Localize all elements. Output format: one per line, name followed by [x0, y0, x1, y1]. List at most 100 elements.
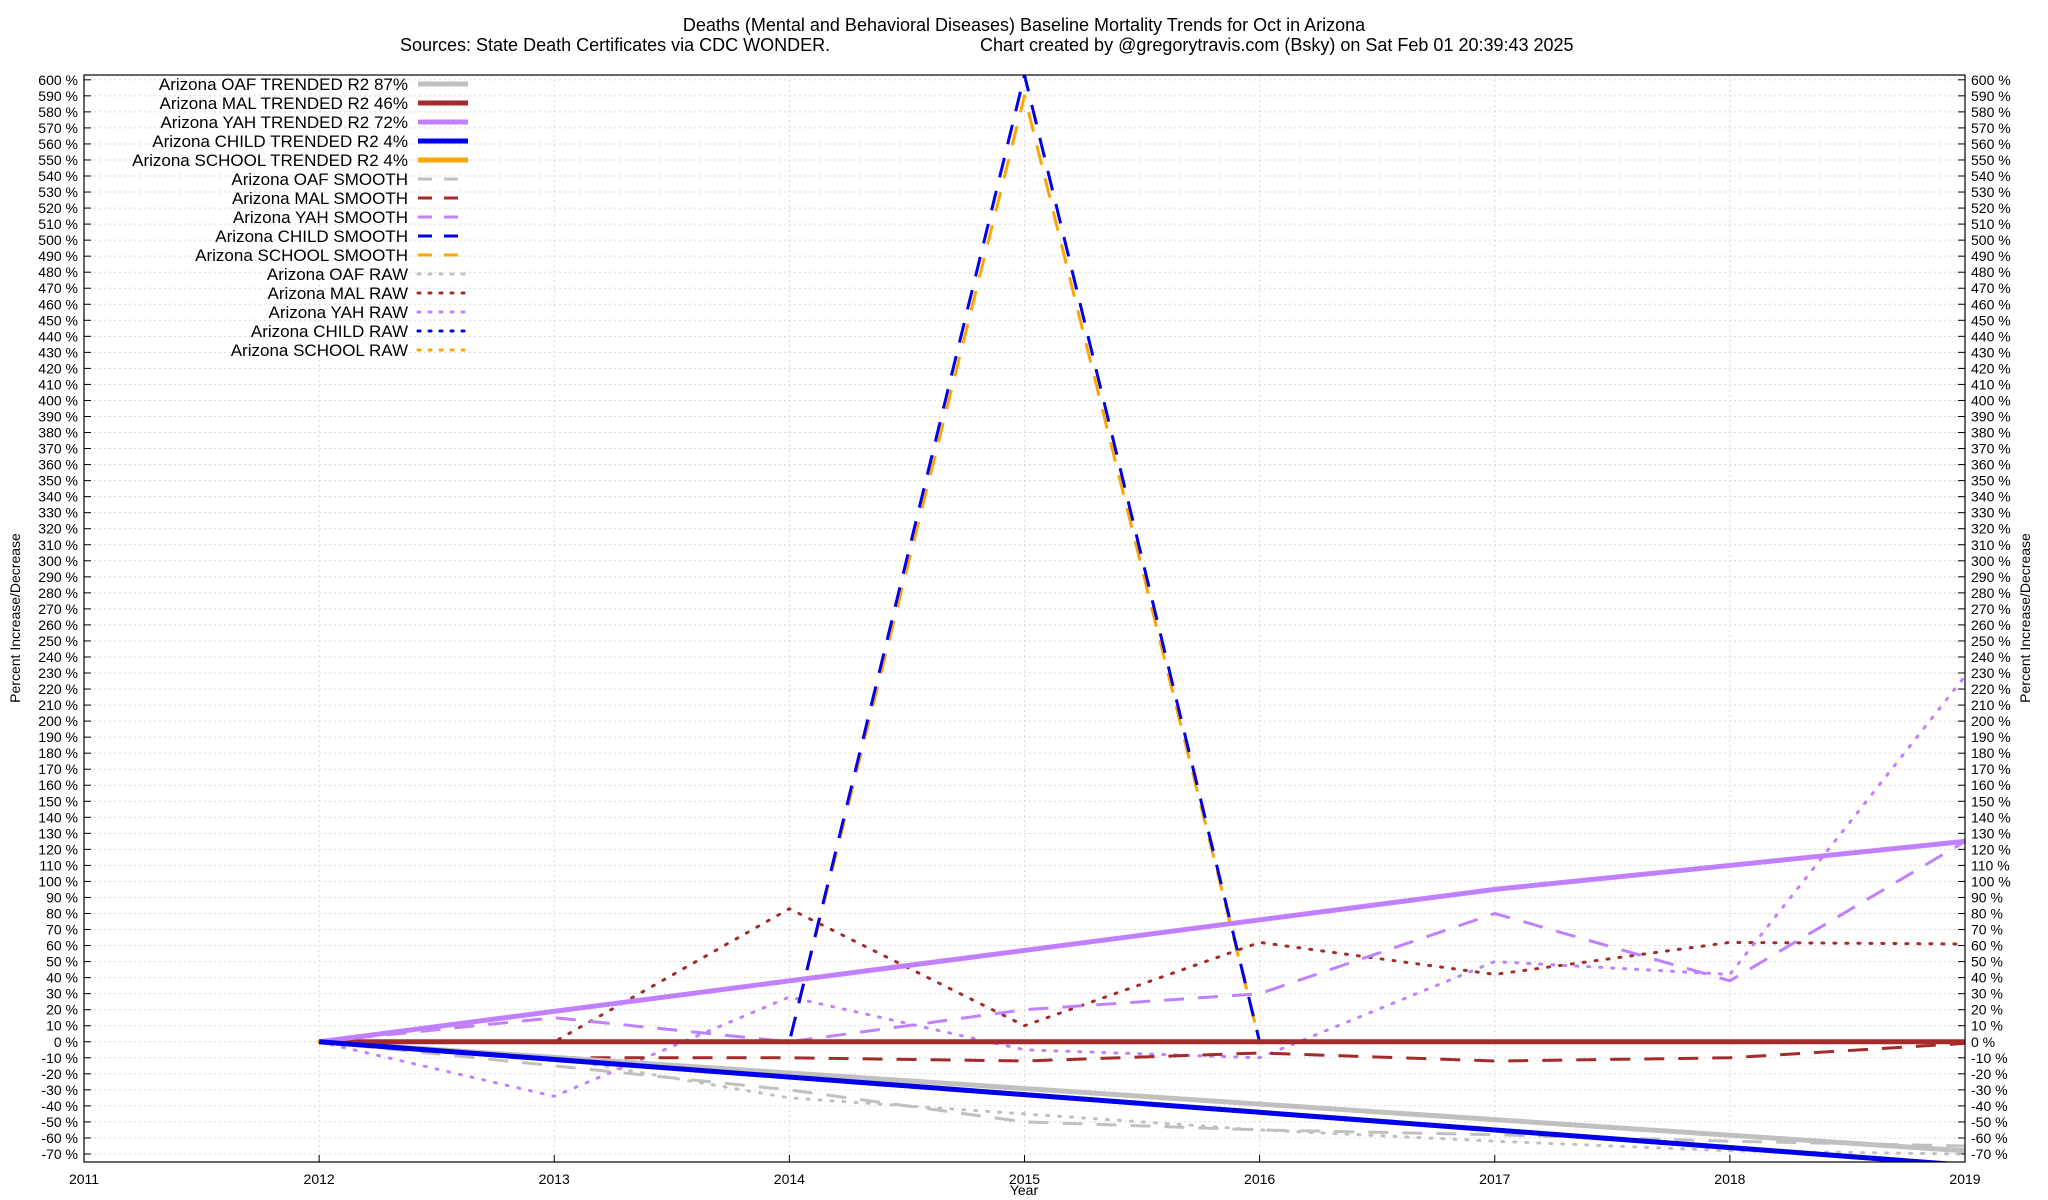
y-tick-label-left: 450 % — [38, 312, 78, 328]
y-tick-label-right: 480 % — [1971, 264, 2011, 280]
y-tick-label-right: 530 % — [1971, 184, 2011, 200]
x-tick-label: 2014 — [774, 1171, 805, 1187]
y-tick-label-right: -10 % — [1971, 1050, 2008, 1066]
y-tick-label-right: 490 % — [1971, 248, 2011, 264]
y-tick-label-right: 80 % — [1971, 905, 2003, 921]
y-tick-label-right: 470 % — [1971, 280, 2011, 296]
y-tick-label-right: 30 % — [1971, 986, 2003, 1002]
y-tick-label-right: 50 % — [1971, 954, 2003, 970]
y-tick-label-right: -70 % — [1971, 1146, 2008, 1162]
y-tick-label-left: 40 % — [46, 970, 78, 986]
y-tick-label-left: 260 % — [38, 617, 78, 633]
y-tick-label-left: 410 % — [38, 376, 78, 392]
y-axis-left-ticks: -70 %-60 %-50 %-40 %-30 %-20 %-10 %0 %10… — [38, 72, 91, 1162]
y-tick-label-left: 200 % — [38, 713, 78, 729]
y-tick-label-left: -70 % — [41, 1146, 78, 1162]
y-tick-label-left: 20 % — [46, 1002, 78, 1018]
y-tick-label-left: 330 % — [38, 505, 78, 521]
series-line-7 — [318, 840, 1965, 1044]
y-tick-label-right: 270 % — [1971, 601, 2011, 617]
y-tick-label-left: 290 % — [38, 569, 78, 585]
y-tick-label-right: -20 % — [1971, 1066, 2008, 1082]
legend-label-8: Arizona CHILD SMOOTH — [215, 227, 408, 246]
y-tick-label-right: 160 % — [1971, 777, 2011, 793]
y-tick-label-left: -40 % — [41, 1098, 78, 1114]
y-tick-label-left: 30 % — [46, 986, 78, 1002]
series-line-11 — [317, 907, 1965, 1044]
y-tick-label-left: 440 % — [38, 328, 78, 344]
y-tick-label-right: 310 % — [1971, 537, 2011, 553]
y-tick-label-left: 600 % — [38, 72, 78, 88]
legend-label-7: Arizona YAH SMOOTH — [233, 208, 408, 227]
y-tick-label-right: 540 % — [1971, 168, 2011, 184]
y-tick-label-right: 220 % — [1971, 681, 2011, 697]
y-tick-label-right: 600 % — [1971, 72, 2011, 88]
y-tick-label-right: -50 % — [1971, 1114, 2008, 1130]
y-tick-label-right: -30 % — [1971, 1082, 2008, 1098]
legend-label-2: Arizona YAH TRENDED R2 72% — [160, 113, 408, 132]
y-tick-label-right: 330 % — [1971, 505, 2011, 521]
y-tick-label-right: 110 % — [1971, 857, 2010, 873]
y-tick-label-left: 160 % — [38, 777, 78, 793]
y-tick-label-left: 100 % — [38, 873, 78, 889]
y-tick-label-left: 370 % — [38, 441, 78, 457]
y-tick-label-left: -30 % — [41, 1082, 78, 1098]
y-tick-label-right: 90 % — [1971, 889, 2003, 905]
y-tick-label-left: 150 % — [38, 793, 78, 809]
y-tick-label-left: 360 % — [38, 457, 78, 473]
chart-subtitle-source: Sources: State Death Certificates via CD… — [400, 35, 830, 55]
y-tick-label-right: 210 % — [1971, 697, 2011, 713]
y-tick-label-left: 80 % — [46, 905, 78, 921]
legend-label-10: Arizona OAF RAW — [267, 265, 408, 284]
y-tick-label-right: 40 % — [1971, 970, 2003, 986]
y-tick-label-right: 510 % — [1971, 216, 2011, 232]
y-tick-label-right: 230 % — [1971, 665, 2011, 681]
plot-frame — [83, 74, 1966, 1163]
y-tick-label-left: 400 % — [38, 392, 78, 408]
y-tick-label-right: 320 % — [1971, 521, 2011, 537]
y-tick-label-left: 340 % — [38, 489, 78, 505]
y-tick-label-left: 520 % — [38, 200, 78, 216]
y-tick-label-right: 400 % — [1971, 392, 2011, 408]
x-tick-label: 2016 — [1244, 1171, 1275, 1187]
y-tick-label-right: 10 % — [1971, 1018, 2003, 1034]
y-tick-label-right: 180 % — [1971, 745, 2011, 761]
y-tick-label-left: 420 % — [38, 360, 78, 376]
x-tick-label: 2018 — [1714, 1171, 1745, 1187]
y-tick-label-right: 520 % — [1971, 200, 2011, 216]
y-tick-label-left: 190 % — [38, 729, 78, 745]
legend-label-5: Arizona OAF SMOOTH — [231, 170, 408, 189]
y-tick-label-left: 120 % — [38, 841, 78, 857]
y-tick-label-left: 240 % — [38, 649, 78, 665]
y-tick-label-right: 290 % — [1971, 569, 2011, 585]
y-tick-label-left: 280 % — [38, 585, 78, 601]
y-axis-right-ticks: -70 %-60 %-50 %-40 %-30 %-20 %-10 %0 %10… — [1958, 72, 2011, 1162]
legend-label-6: Arizona MAL SMOOTH — [232, 189, 408, 208]
y-tick-label-left: 270 % — [38, 601, 78, 617]
chart-subtitle-credit: Chart created by @gregorytravis.com (Bsk… — [980, 35, 1574, 55]
y-tick-label-right: 20 % — [1971, 1002, 2003, 1018]
chart-title: Deaths (Mental and Behavioral Diseases) … — [683, 15, 1366, 35]
x-axis-ticks: 2011 2012 2013 2014 2015 2016 2017 2018 2019 — [69, 1155, 1981, 1187]
y-tick-label-right: 70 % — [1971, 922, 2003, 938]
y-tick-label-left: -50 % — [41, 1114, 78, 1130]
y-tick-label-left: 220 % — [38, 681, 78, 697]
y-tick-label-right: 60 % — [1971, 938, 2003, 954]
y-tick-label-left: 460 % — [38, 296, 78, 312]
y-tick-label-right: 370 % — [1971, 441, 2011, 457]
y-tick-label-left: 570 % — [38, 120, 78, 136]
legend-label-11: Arizona MAL RAW — [268, 284, 408, 303]
series-lines — [317, 75, 1965, 1162]
y-tick-label-left: 530 % — [38, 184, 78, 200]
y-tick-label-right: 390 % — [1971, 408, 2011, 424]
y-tick-label-right: 120 % — [1971, 841, 2011, 857]
y-tick-label-left: 430 % — [38, 344, 78, 360]
y-tick-label-left: 180 % — [38, 745, 78, 761]
y-axis-label-left: Percent Increase/Decrease — [7, 533, 23, 703]
y-tick-label-left: 550 % — [38, 152, 78, 168]
y-tick-label-left: 0 % — [54, 1034, 78, 1050]
y-axis-label-right: Percent Increase/Decrease — [2017, 533, 2033, 703]
y-tick-label-right: 340 % — [1971, 489, 2011, 505]
y-tick-label-left: 510 % — [38, 216, 78, 232]
